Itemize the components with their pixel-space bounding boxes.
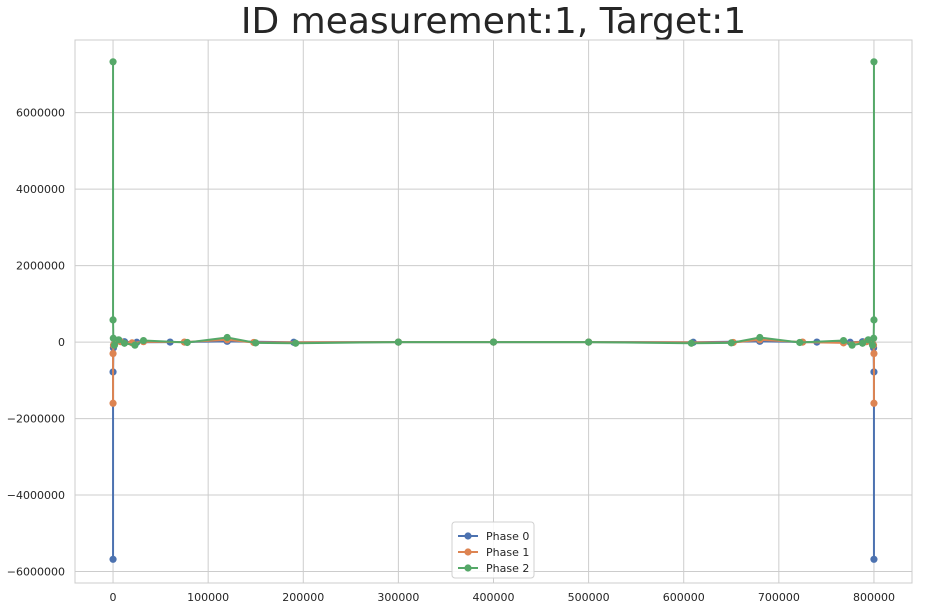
data-point	[394, 338, 402, 346]
legend-swatch-marker	[464, 532, 472, 540]
data-point	[131, 341, 139, 349]
data-point	[489, 338, 498, 346]
data-point	[139, 336, 148, 345]
legend: Phase 0 Phase 1 Phase 2	[451, 521, 535, 579]
data-point	[585, 338, 593, 346]
x-tick-label: 300000	[377, 591, 419, 604]
data-point	[109, 58, 117, 66]
y-tick-label: −6000000	[7, 566, 65, 579]
data-point	[109, 316, 117, 324]
x-tick-label: 200000	[282, 591, 324, 604]
data-point	[848, 341, 856, 349]
data-point	[870, 555, 878, 563]
y-tick-label: 0	[58, 336, 65, 349]
y-tick-label: 4000000	[16, 183, 65, 196]
legend-label: Phase 1	[486, 546, 529, 559]
data-point	[868, 341, 877, 349]
x-tick-label: 100000	[187, 591, 229, 604]
x-tick-label: 400000	[473, 591, 515, 604]
data-point	[870, 399, 878, 407]
legend-label: Phase 2	[486, 562, 529, 575]
x-tick-label: 500000	[568, 591, 610, 604]
data-point	[109, 399, 117, 407]
data-point	[756, 333, 764, 342]
grid-lines	[75, 40, 912, 583]
x-tick-label: 0	[110, 591, 117, 604]
data-point	[864, 336, 872, 344]
data-point	[870, 58, 878, 66]
data-point	[109, 349, 117, 358]
data-point	[120, 339, 129, 347]
data-point	[109, 334, 117, 342]
data-point	[839, 336, 848, 345]
y-tick-label: −2000000	[7, 413, 65, 426]
data-point	[870, 316, 878, 324]
data-point	[109, 555, 117, 563]
data-point	[870, 349, 878, 358]
y-tick-label: 6000000	[16, 107, 65, 120]
plot-frame	[74, 39, 913, 584]
data-point	[115, 336, 123, 344]
data-point	[858, 339, 867, 347]
y-tick-label: −4000000	[7, 489, 65, 502]
data-point	[796, 338, 804, 347]
data-point	[223, 333, 231, 342]
data-point	[183, 338, 191, 347]
legend-label: Phase 0	[486, 530, 529, 543]
legend-item: Phase 1	[458, 546, 529, 559]
data-point	[870, 334, 878, 342]
data-point	[727, 339, 735, 347]
x-tick-label: 700000	[758, 591, 800, 604]
legend-swatch-marker	[464, 564, 472, 572]
chart-title: ID measurement:1, Target:1	[240, 1, 747, 42]
y-tick-label: 2000000	[16, 260, 65, 273]
legend-item: Phase 2	[458, 562, 529, 575]
data-point	[292, 339, 300, 347]
data-point	[252, 339, 260, 347]
x-tick-label: 800000	[853, 591, 895, 604]
legend-swatch-marker	[464, 548, 472, 556]
x-tick-label: 600000	[663, 591, 705, 604]
series-phase-2	[109, 58, 878, 349]
data-point	[110, 341, 119, 349]
data-point	[687, 339, 695, 347]
legend-item: Phase 0	[458, 530, 529, 543]
